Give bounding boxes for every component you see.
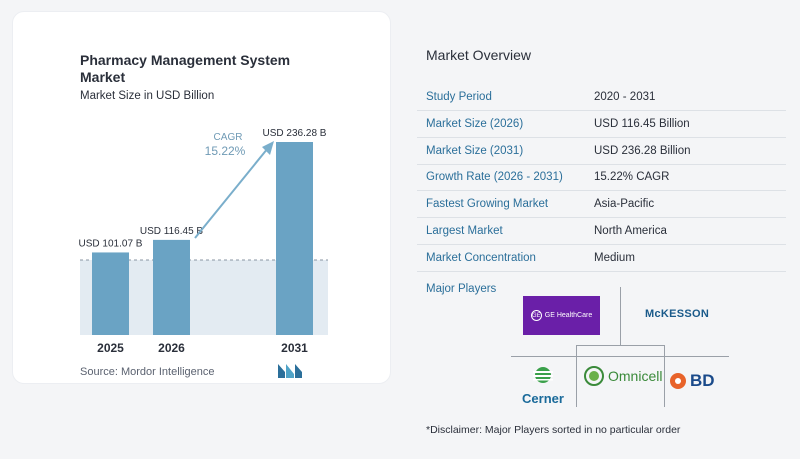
overview-row-value: 2020 - 2031 xyxy=(594,91,656,103)
overview-row-value: Asia-Pacific xyxy=(594,198,655,211)
ge-logo-icon: GE xyxy=(530,310,542,321)
cagr-arrow-line xyxy=(194,147,269,239)
bd-logo: BD xyxy=(669,371,715,391)
overview-row: Market Size (2026) USD 116.45 Billion xyxy=(417,111,786,138)
bar-2025 xyxy=(92,252,129,335)
bar-chart: USD 101.07 B 2025 USD 116.45 B 2026 USD 236.… xyxy=(79,128,328,355)
cagr-arrow-head xyxy=(262,141,274,155)
overview-row-label: Market Size (2031) xyxy=(426,144,524,157)
overview-row-label: Fastest Growing Market xyxy=(426,198,549,211)
overview-row: Growth Rate (2026 - 2031) 15.22% CAGR xyxy=(417,164,786,192)
divider xyxy=(576,345,577,407)
ge-logo-text: GE HealthCare xyxy=(544,312,593,319)
overview-row-value: 15.22% CAGR xyxy=(594,171,670,184)
omnicell-logo-icon xyxy=(584,366,604,386)
source-note: Source: Mordor Intelligence xyxy=(80,366,215,378)
overview-title: Market Overview xyxy=(426,47,532,63)
x-tick-label-2031: 2031 xyxy=(281,341,308,355)
omnicell-logo-text: Omnicell xyxy=(608,368,663,384)
overview-row-value: USD 116.45 Billion xyxy=(594,117,690,130)
overview-row: Largest Market North America xyxy=(417,218,786,245)
divider xyxy=(664,345,665,407)
cagr-value: 15.22% xyxy=(205,144,246,158)
chart-title: Pharmacy Management System Market xyxy=(80,52,291,85)
overview-row-value: USD 236.28 Billion xyxy=(594,144,691,157)
cagr-label: CAGR xyxy=(214,132,243,143)
major-players-title: Major Players xyxy=(426,283,497,295)
overview-row-label: Study Period xyxy=(426,91,492,103)
overview-row-label: Market Size (2026) xyxy=(426,117,524,130)
cerner-logo: Cerner xyxy=(518,366,568,406)
overview-row: Market Concentration Medium xyxy=(417,245,786,272)
mckesson-logo: McKESSON xyxy=(645,308,710,320)
overview-row-value: Medium xyxy=(594,251,635,264)
bd-logo-icon xyxy=(670,373,686,389)
divider xyxy=(576,345,664,346)
overview-row-label: Market Concentration xyxy=(426,251,536,264)
overview-row-value: North America xyxy=(594,225,667,237)
overview-row: Fastest Growing Market Asia-Pacific xyxy=(417,191,786,219)
bar-2026 xyxy=(153,239,190,335)
mordor-logo-icon xyxy=(278,364,302,378)
x-tick-label-2025: 2025 xyxy=(97,341,124,355)
overview-row: Study Period 2020 - 2031 xyxy=(417,84,786,111)
overview-row-label: Largest Market xyxy=(426,225,503,237)
bar-2031 xyxy=(276,142,313,335)
omnicell-logo: Omnicell xyxy=(584,366,662,386)
data-label-2026: USD 116.45 B xyxy=(140,226,204,237)
overview-row-label: Growth Rate (2026 - 2031) xyxy=(426,171,563,184)
overview-row: Market Size (2031) USD 236.28 Billion xyxy=(417,138,786,165)
x-tick-label-2026: 2026 xyxy=(158,341,185,355)
bd-logo-text: BD xyxy=(690,371,715,390)
divider xyxy=(620,287,621,345)
data-label-2025: USD 101.07 B xyxy=(79,238,143,249)
disclaimer: *Disclaimer: Major Players sorted in no … xyxy=(426,424,681,436)
chart-subtitle: Market Size in USD Billion xyxy=(80,90,215,102)
data-label-2031: USD 236.28 B xyxy=(263,128,327,139)
ge-healthcare-logo: GE GE HealthCare xyxy=(523,296,600,335)
cerner-logo-icon xyxy=(533,367,553,383)
divider xyxy=(511,356,729,357)
cerner-logo-text: Cerner xyxy=(522,391,564,406)
